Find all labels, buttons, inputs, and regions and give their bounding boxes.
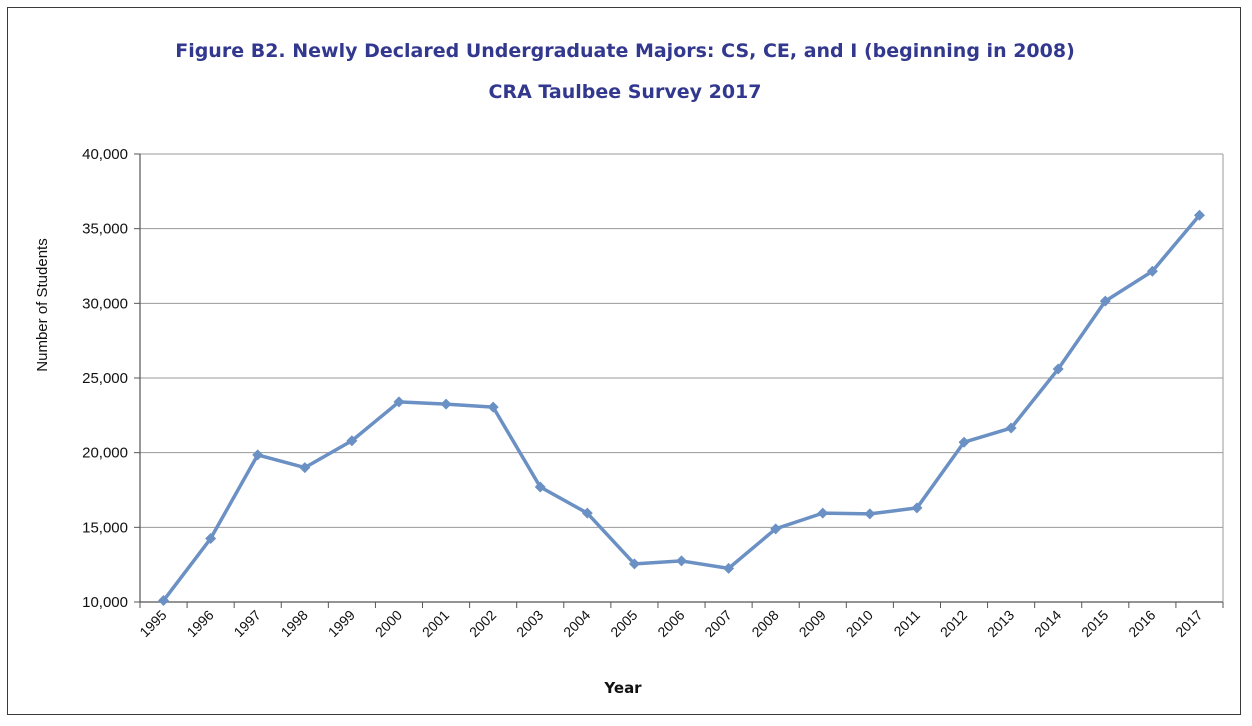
x-tick-label: 2000 bbox=[372, 607, 405, 640]
x-tick-label: 2003 bbox=[513, 607, 546, 640]
data-point bbox=[581, 507, 593, 519]
x-tick-label: 2009 bbox=[796, 607, 829, 640]
x-tick-label: 2014 bbox=[1031, 607, 1064, 640]
chart-frame bbox=[7, 7, 1241, 715]
x-tick-label: 1997 bbox=[230, 607, 263, 640]
x-tick-label: 2004 bbox=[560, 607, 593, 640]
x-tick-label: 2006 bbox=[654, 607, 687, 640]
x-tick-label: 2008 bbox=[748, 607, 781, 640]
x-tick-label: 2015 bbox=[1078, 607, 1111, 640]
y-axis-ticks: 10,000 15,000 20,000 25,000 30,000 35,000 40,0… bbox=[82, 146, 140, 611]
y-tick-label: 20,000 bbox=[82, 445, 128, 462]
data-point bbox=[1052, 363, 1064, 375]
data-point bbox=[958, 436, 970, 448]
y-tick-label: 25,000 bbox=[82, 370, 128, 387]
data-point bbox=[1099, 295, 1111, 307]
y-tick-label: 30,000 bbox=[82, 295, 128, 312]
y-tick-label: 35,000 bbox=[82, 221, 128, 238]
data-point bbox=[393, 396, 405, 408]
data-point bbox=[440, 398, 452, 410]
y-tick-label: 15,000 bbox=[82, 519, 128, 536]
data-point bbox=[487, 401, 499, 413]
data-point bbox=[205, 533, 217, 545]
x-tick-label: 2013 bbox=[984, 607, 1017, 640]
x-tick-label: 2011 bbox=[890, 607, 923, 640]
data-point bbox=[770, 523, 782, 535]
data-point bbox=[346, 435, 358, 447]
data-point bbox=[911, 502, 923, 514]
x-tick-label: 2002 bbox=[466, 607, 499, 640]
data-point bbox=[628, 558, 640, 570]
data-point bbox=[1146, 265, 1158, 277]
data-point bbox=[299, 462, 311, 474]
data-point bbox=[158, 595, 170, 607]
x-tick-label: 2017 bbox=[1172, 607, 1205, 640]
x-tick-label: 2016 bbox=[1125, 607, 1158, 640]
data-point bbox=[1193, 209, 1205, 221]
y-tick-label: 40,000 bbox=[82, 146, 128, 163]
data-point bbox=[676, 555, 687, 567]
x-tick-label: 1995 bbox=[136, 607, 169, 640]
data-point bbox=[864, 508, 876, 520]
x-tick-label: 2012 bbox=[937, 607, 970, 640]
x-tick-label: 1996 bbox=[183, 607, 216, 640]
gridlines bbox=[139, 153, 1224, 603]
y-axis-label: Number of Students bbox=[34, 238, 51, 371]
data-point bbox=[1005, 422, 1017, 434]
x-tick-label: 2007 bbox=[701, 607, 734, 640]
x-tick-label: 2001 bbox=[419, 607, 452, 640]
x-tick-label: 2010 bbox=[843, 607, 876, 640]
data-point bbox=[723, 562, 735, 574]
x-tick-label: 1999 bbox=[325, 607, 358, 640]
chart-subtitle: CRA Taulbee Survey 2017 bbox=[489, 81, 762, 103]
y-tick-label: 10,000 bbox=[82, 594, 128, 611]
data-point bbox=[534, 481, 546, 493]
series-line bbox=[162, 214, 1201, 602]
x-tick-label: 2005 bbox=[607, 607, 640, 640]
chart-title: Figure B2. Newly Declared Undergraduate … bbox=[175, 40, 1075, 62]
series-group bbox=[158, 209, 1205, 607]
data-point bbox=[252, 449, 264, 461]
x-tick-label: 1998 bbox=[278, 607, 311, 640]
x-axis-ticks: 1995 1996 1997 1998 1999 2000 2001 2002 2003 2004… bbox=[136, 602, 1224, 640]
x-axis-label: Year bbox=[603, 679, 642, 697]
data-point bbox=[817, 507, 829, 519]
